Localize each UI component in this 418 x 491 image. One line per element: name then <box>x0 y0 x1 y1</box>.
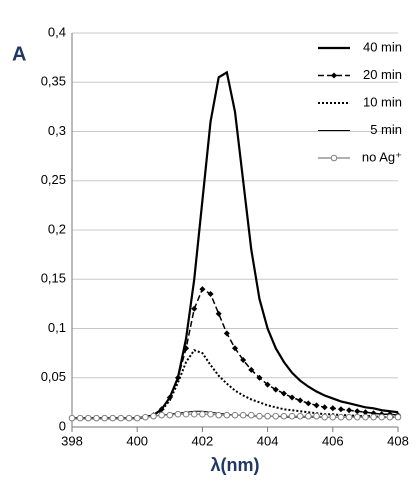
marker <box>305 400 312 407</box>
marker <box>232 345 238 352</box>
marker <box>191 305 198 312</box>
marker <box>256 374 263 381</box>
marker <box>166 411 174 419</box>
marker <box>109 414 117 422</box>
x-axis-label: λ(nm) <box>211 455 260 475</box>
y-tick-label: 0,4 <box>48 24 66 39</box>
marker <box>207 410 214 418</box>
marker <box>394 413 402 421</box>
marker <box>378 413 386 421</box>
legend-label: 5 min <box>370 122 402 137</box>
x-tick-label: 402 <box>192 433 214 448</box>
marker <box>337 413 345 421</box>
marker <box>337 406 344 413</box>
marker <box>297 397 304 404</box>
marker <box>280 412 288 420</box>
marker <box>117 414 125 422</box>
marker <box>272 412 280 420</box>
marker <box>264 381 271 388</box>
marker <box>182 410 190 418</box>
x-tick-label: 408 <box>387 433 409 448</box>
marker <box>280 390 287 397</box>
y-axis-label: A <box>12 43 26 65</box>
marker <box>296 412 304 420</box>
y-tick-label: 0 <box>59 418 66 433</box>
marker <box>183 345 190 352</box>
marker <box>362 409 369 416</box>
marker <box>158 411 165 419</box>
marker <box>329 405 336 412</box>
marker <box>362 413 369 421</box>
y-tick-label: 0,35 <box>41 74 66 89</box>
marker <box>85 414 92 422</box>
marker <box>248 366 255 373</box>
marker <box>305 412 312 420</box>
marker <box>370 413 377 421</box>
marker <box>331 72 337 79</box>
marker <box>345 413 353 421</box>
marker <box>239 411 247 419</box>
marker <box>330 154 338 162</box>
x-tick-label: 406 <box>322 433 344 448</box>
marker <box>264 412 271 420</box>
y-tick-label: 0,3 <box>48 123 66 138</box>
marker <box>223 330 230 337</box>
legend-label: 10 min <box>363 94 402 109</box>
marker <box>329 413 337 421</box>
marker <box>215 411 222 419</box>
marker <box>313 402 320 409</box>
y-tick-label: 0,1 <box>48 320 66 335</box>
line <box>72 288 399 419</box>
marker <box>313 412 320 420</box>
marker <box>215 310 222 317</box>
marker <box>321 413 328 421</box>
marker <box>207 291 214 298</box>
y-tick-label: 0,15 <box>41 271 66 286</box>
y-tick-label: 0,25 <box>41 172 66 187</box>
marker <box>174 410 182 418</box>
marker <box>68 414 76 422</box>
marker <box>248 411 255 419</box>
marker <box>346 407 353 414</box>
marker <box>76 414 84 422</box>
marker <box>101 414 108 422</box>
marker <box>240 357 247 364</box>
legend-label: 40 min <box>363 39 402 54</box>
marker <box>353 413 361 421</box>
marker <box>321 404 328 411</box>
marker <box>386 413 394 421</box>
marker <box>174 374 181 381</box>
marker <box>223 411 231 419</box>
y-tick-label: 0,2 <box>48 221 66 236</box>
line <box>72 70 399 420</box>
marker <box>190 410 198 418</box>
marker <box>142 413 149 421</box>
x-tick-label: 398 <box>61 433 83 448</box>
marker <box>288 412 296 420</box>
x-tick-label: 400 <box>126 433 148 448</box>
marker <box>93 414 100 422</box>
marker <box>272 386 279 393</box>
marker <box>354 408 361 415</box>
marker <box>150 412 157 420</box>
legend-label: no Ag⁺ <box>362 149 402 164</box>
marker <box>199 410 206 418</box>
marker <box>289 394 296 401</box>
marker <box>231 411 239 419</box>
legend-label: 20 min <box>363 67 402 82</box>
marker <box>125 414 133 422</box>
marker <box>133 414 141 422</box>
x-tick-label: 404 <box>257 433 279 448</box>
marker <box>199 286 206 293</box>
y-tick-label: 0,05 <box>41 369 66 384</box>
marker <box>256 412 263 420</box>
